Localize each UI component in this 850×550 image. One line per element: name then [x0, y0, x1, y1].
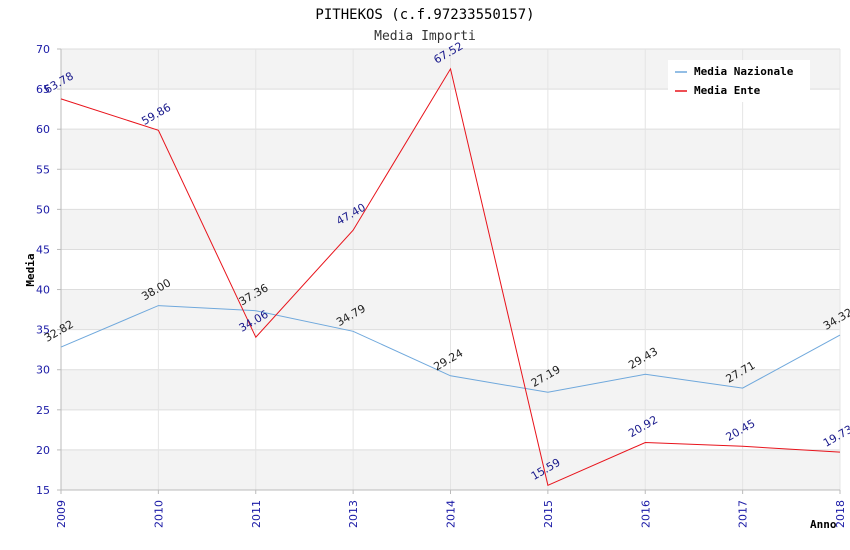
chart-subtitle: Media Importi	[374, 29, 476, 44]
y-tick-label-30: 30	[36, 364, 50, 377]
y-tick-label-20: 20	[36, 444, 50, 457]
y-tick-label-60: 60	[36, 123, 50, 136]
x-tick-label-2009: 2009	[55, 500, 68, 528]
y-tick-label-70: 70	[36, 43, 50, 56]
x-tick-label-2010: 2010	[152, 500, 165, 528]
y-tick-labels: 15 20 25 30 35 40 45 50 55 60 65 70	[36, 43, 50, 497]
x-tick-label-2016: 2016	[639, 500, 652, 528]
y-axis-label: Media	[24, 253, 37, 286]
y-tick-label-45: 45	[36, 243, 50, 256]
series-line-media-ente	[60, 67, 841, 486]
legend-label-media-nazionale: Media Nazionale	[694, 65, 794, 78]
series-line-media-nazionale	[60, 305, 841, 393]
x-tick-labels: 2009 2010 2011 2013 2014 2015 2016 2017 2018	[55, 500, 847, 528]
y-tick-label-15: 15	[36, 484, 50, 497]
x-tick-label-2015: 2015	[542, 500, 555, 528]
x-tick-label-2017: 2017	[737, 500, 750, 528]
y-tick-label-50: 50	[36, 203, 50, 216]
legend-box	[668, 60, 810, 102]
chart-title: PITHEKOS (c.f.97233550157)	[315, 7, 534, 23]
x-tick-label-2018: 2018	[834, 500, 847, 528]
axes	[57, 48, 841, 494]
y-tick-label-65: 65	[36, 83, 50, 96]
x-axis-label: Anno	[810, 518, 837, 531]
legend: Media Nazionale Media Ente	[668, 60, 810, 102]
y-tick-label-25: 25	[36, 404, 50, 417]
x-tick-label-2014: 2014	[445, 500, 458, 528]
x-tick-label-2013: 2013	[347, 500, 360, 528]
y-tick-label-35: 35	[36, 324, 50, 337]
y-tick-label-55: 55	[36, 163, 50, 176]
legend-label-media-ente: Media Ente	[694, 84, 761, 97]
series-lines	[60, 67, 841, 486]
x-tick-label-2011: 2011	[250, 500, 263, 528]
y-tick-label-40: 40	[36, 284, 50, 297]
